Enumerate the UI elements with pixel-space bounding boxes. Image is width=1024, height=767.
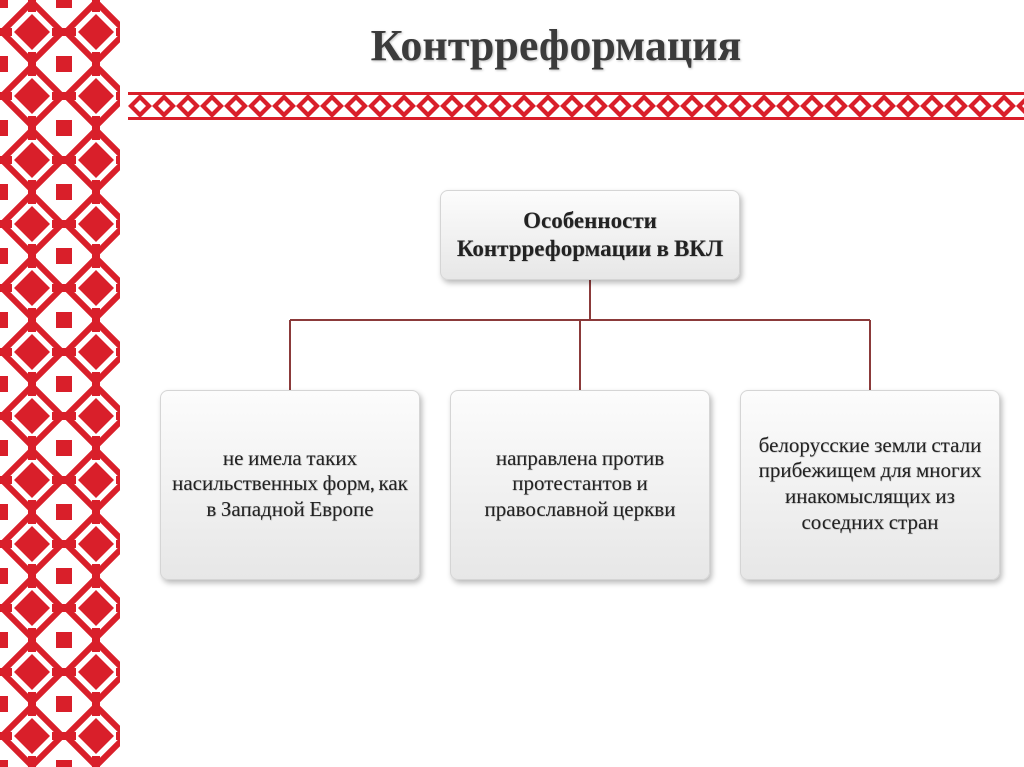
strip-svg [128,92,1024,120]
left-ornament [0,0,128,767]
ornament-svg [0,0,128,767]
hierarchy-diagram: Особенности Контрреформации в ВКЛ не имел… [160,190,994,727]
child-node-2: белорусские земли стали прибежищем для м… [740,390,1000,580]
top-ornament-strip [128,92,1024,120]
slide-title: Контрреформация [128,20,984,71]
child-node-0: не имела таких насильственных форм, как … [160,390,420,580]
child-node-1: направлена против протестантов и правосл… [450,390,710,580]
root-node: Особенности Контрреформации в ВКЛ [440,190,740,280]
